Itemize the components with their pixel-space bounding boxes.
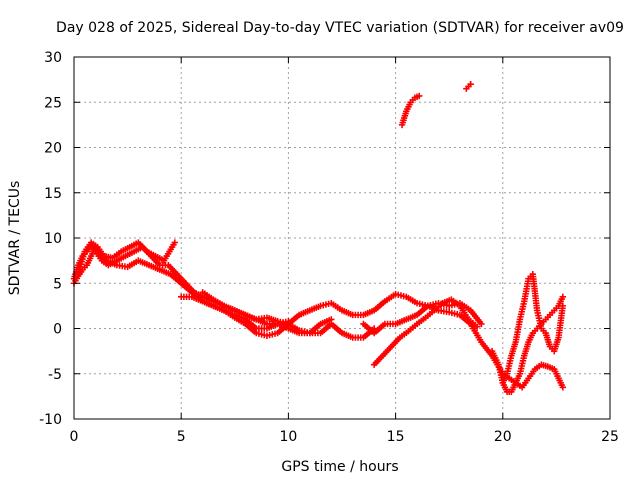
y-tick-label: 20 bbox=[44, 141, 62, 157]
grid-lines bbox=[74, 57, 610, 419]
x-tick-label: 10 bbox=[279, 429, 297, 445]
x-tick-label: 20 bbox=[494, 429, 512, 445]
y-tick-label: 30 bbox=[44, 50, 62, 66]
y-axis-label: SDTVAR / TECUs bbox=[7, 181, 23, 296]
y-tick-label: -10 bbox=[39, 412, 62, 428]
data-marker-trace-k bbox=[467, 80, 474, 88]
y-tick-label: 25 bbox=[44, 95, 62, 111]
x-tick-label: 0 bbox=[70, 429, 79, 445]
data-marker-trace-h bbox=[559, 293, 567, 301]
x-tick-label: 25 bbox=[601, 429, 619, 445]
y-tick-label: 15 bbox=[44, 186, 62, 202]
x-axis-label: GPS time / hours bbox=[281, 459, 398, 475]
data-marker-trace-g bbox=[473, 323, 481, 330]
data-marker-trace-j bbox=[415, 92, 423, 100]
chart-title: Day 028 of 2025, Sidereal Day-to-day VTE… bbox=[56, 20, 624, 36]
y-tick-label: 10 bbox=[44, 231, 62, 247]
y-tick-label: 0 bbox=[53, 322, 62, 338]
y-tick-label: 5 bbox=[53, 276, 62, 292]
x-tick-label: 5 bbox=[177, 429, 186, 445]
data-marker-trace-f bbox=[559, 384, 567, 391]
axis-ticks: 0 5 10 15 20 25 -10 -5 0 5 10 15 20 25 30 bbox=[39, 50, 619, 445]
data-marker-trace-e bbox=[478, 320, 485, 328]
data-markers bbox=[70, 80, 567, 396]
y-tick-label: -5 bbox=[48, 367, 62, 383]
x-tick-label: 15 bbox=[387, 429, 405, 445]
data-marker-trace-i bbox=[559, 302, 567, 310]
data-marker-trace-c bbox=[171, 239, 178, 246]
